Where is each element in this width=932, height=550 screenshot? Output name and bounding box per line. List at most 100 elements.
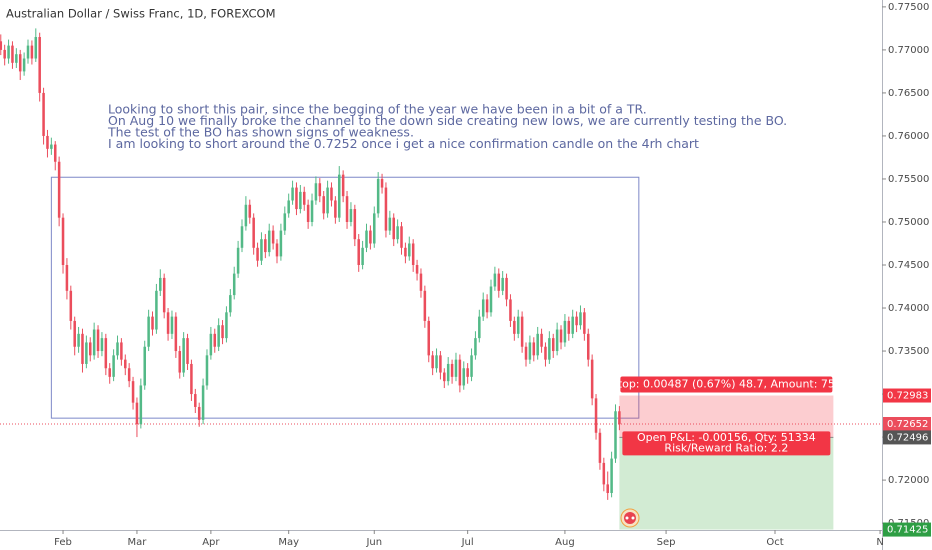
candle-body [392, 217, 395, 240]
candle-body [221, 325, 224, 339]
target-price-label-box [883, 522, 931, 537]
candle-body [318, 183, 322, 197]
candle-body [470, 355, 473, 377]
y-tick-label: 0.76000 [888, 131, 929, 142]
candle-body [435, 355, 438, 369]
candle-body [38, 36, 41, 93]
candle-body [388, 217, 392, 231]
rr-label: Risk/Reward Ratio: 2.2 [664, 441, 788, 454]
candle-body [431, 355, 434, 369]
candle-body [178, 351, 182, 373]
candle-body [279, 230, 283, 257]
candle-body [404, 247, 407, 257]
x-tick-label: N [876, 537, 883, 548]
candle-body [53, 144, 57, 162]
candle-body [439, 355, 442, 373]
candle-body [330, 187, 333, 201]
candle-body [322, 196, 325, 214]
candle-body [571, 316, 574, 334]
candle-body [11, 45, 14, 63]
candle-body [481, 299, 485, 317]
candle-body [380, 178, 384, 188]
candle-body [505, 277, 508, 300]
candle-body [22, 58, 26, 72]
x-tick-label: May [278, 537, 299, 548]
candle-body [295, 187, 298, 210]
stop-price-label: 0.72983 [887, 391, 928, 402]
candle-body [334, 200, 337, 218]
candle-body [579, 312, 582, 326]
last-price-label: 0.72652 [887, 419, 928, 430]
candle-body [197, 406, 201, 420]
y-tick-label: 0.74500 [888, 260, 929, 271]
candle-body [353, 209, 357, 240]
candle-body [532, 342, 536, 356]
candle-body [205, 355, 209, 386]
candle-body [240, 226, 244, 248]
candle-body [30, 45, 34, 59]
candle-body [423, 290, 427, 321]
candle-body [256, 247, 259, 261]
candle-body [493, 273, 497, 287]
candle-body [77, 333, 80, 347]
candle-body [170, 316, 174, 334]
candle-body [602, 462, 606, 485]
candle-body [458, 359, 462, 386]
candle-body [314, 183, 318, 201]
candle-body [610, 458, 613, 494]
candle-body [497, 273, 501, 291]
candle-body [594, 398, 598, 433]
candle-body [69, 290, 73, 321]
candle-body [544, 346, 547, 360]
candle-body [194, 394, 197, 407]
candle-body [590, 359, 594, 399]
candle-body [139, 385, 143, 425]
alert-icon [620, 508, 640, 528]
candle-body [213, 333, 217, 347]
candle-body [104, 338, 108, 369]
candle-body [310, 200, 314, 222]
x-tick-label: Feb [54, 537, 72, 548]
candle-body [50, 144, 53, 149]
candle-body [563, 320, 567, 343]
candle-body [135, 402, 139, 425]
x-tick-label: Oct [766, 537, 783, 548]
candle-body [361, 247, 364, 265]
candle-body [166, 312, 170, 334]
candle-body [427, 320, 431, 356]
y-tick-label: 0.76500 [888, 88, 929, 99]
y-tick-label: 0.75000 [888, 217, 929, 228]
candle-body [267, 230, 271, 253]
candle-body [209, 333, 213, 356]
y-tick-label: 0.77000 [888, 45, 929, 56]
x-tick-label: Jun [365, 537, 382, 548]
pnl-label-box [622, 431, 831, 456]
x-tick-label: Aug [555, 537, 575, 548]
candle-body [551, 338, 555, 352]
candle-body [485, 299, 489, 313]
candle-body [345, 196, 349, 222]
candle-body [373, 213, 376, 244]
candle-body [516, 316, 520, 334]
candle-body [275, 243, 279, 257]
candle-body [252, 217, 255, 248]
x-tick-label: Jul [461, 537, 474, 548]
candle-body [349, 209, 353, 222]
candle-body [586, 333, 590, 360]
candle-body [369, 230, 372, 244]
annotation-line: I am looking to short around the 0.7252 … [108, 136, 699, 151]
candle-body [248, 204, 252, 218]
candle-body [155, 290, 158, 330]
candle-body [618, 411, 621, 425]
candle-body [116, 342, 119, 356]
candle-body [567, 320, 571, 334]
entry-price-label: 0.72496 [887, 432, 928, 443]
candle-body [151, 316, 154, 330]
candle-body [450, 363, 454, 377]
y-tick-label: 0.72000 [888, 475, 929, 486]
range-box [50, 176, 640, 419]
candle-body [85, 342, 88, 364]
candle-body [244, 204, 248, 227]
candle-body [186, 338, 189, 364]
candle-body [376, 178, 380, 214]
